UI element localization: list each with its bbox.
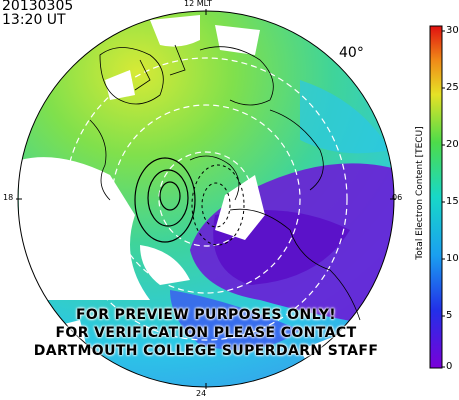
mlt-ticks bbox=[16, 9, 396, 389]
watermark-line-3: DARTMOUTH COLLEGE SUPERDARN STAFF bbox=[33, 343, 379, 359]
mlt-left-label: 18 bbox=[3, 193, 14, 202]
potential-contours bbox=[134, 157, 196, 243]
colorbar-tick-label: 5 bbox=[446, 310, 453, 321]
colorbar-tick-label: 20 bbox=[446, 139, 459, 150]
time-label: 13:20 UT bbox=[2, 12, 66, 28]
mlt-top-label: 12 MLT bbox=[184, 0, 212, 8]
colorbar-tick-label: 0 bbox=[446, 361, 453, 372]
colorbar-tick-label: 25 bbox=[446, 82, 459, 93]
colorbar-tick-label: 30 bbox=[446, 25, 459, 36]
latitude-circles bbox=[64, 57, 348, 341]
date-label: 20130305 bbox=[2, 0, 74, 14]
watermark-line-2: FOR VERIFICATION PLEASE CONTACT bbox=[55, 325, 357, 341]
colorbar-tick-label: 15 bbox=[446, 196, 459, 207]
colorbar-gradient bbox=[429, 25, 443, 369]
mlt-right-label: 06 bbox=[392, 193, 403, 202]
watermark-line-1: FOR PREVIEW PURPOSES ONLY! bbox=[75, 307, 337, 323]
colorbar-ticks bbox=[442, 30, 445, 368]
potential-contours-dashed bbox=[191, 164, 245, 246]
latitude-label: 40° bbox=[339, 45, 364, 61]
mlt-bottom-label: 24 bbox=[196, 389, 207, 398]
colorbar-tick-label: 10 bbox=[446, 253, 459, 264]
coastlines bbox=[89, 44, 361, 321]
colorbar-title: Total Electron Content [TECU] bbox=[415, 126, 425, 260]
